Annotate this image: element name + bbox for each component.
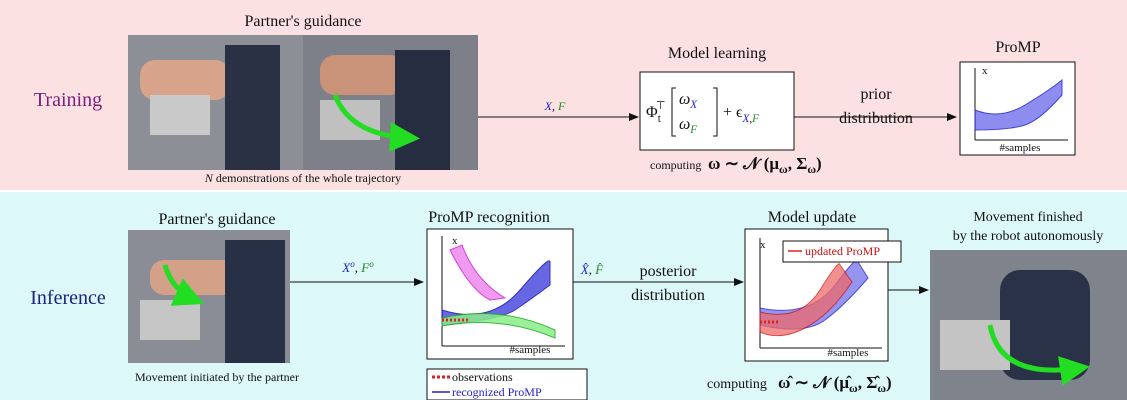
inference-photo: [128, 230, 290, 363]
expr-sub: ω: [877, 381, 886, 395]
hat-sep: ,: [589, 262, 596, 277]
omega-sub: F: [689, 124, 697, 136]
omega-f: ωF: [679, 116, 697, 136]
arrow-label: posterior: [640, 263, 698, 280]
expr-sub: ω: [849, 381, 858, 395]
axis-y: x: [452, 235, 458, 247]
recognition-title: ProMP recognition: [428, 209, 550, 226]
update-title: Model update: [768, 209, 856, 226]
promp-plot: [974, 68, 1068, 141]
omega: ω: [679, 91, 690, 108]
legend-box: [426, 368, 588, 400]
arrow-label: distribution: [631, 287, 705, 304]
photo-title: Partner's guidance: [244, 13, 361, 30]
bracket: [671, 87, 718, 137]
training-photo: [128, 35, 478, 170]
legend-label: updated ProMP: [805, 244, 880, 258]
axis-x: #samples: [828, 347, 869, 359]
edge-sep: ,: [552, 99, 558, 113]
computing-word: computing: [707, 377, 767, 392]
edge-x: X: [341, 260, 351, 275]
formula-phi: Φt⊤: [646, 100, 666, 125]
update-legend-box: [782, 240, 902, 263]
expr-sub: ω: [807, 162, 816, 176]
expr: ω ∼ 𝒩 (μ: [708, 154, 779, 173]
axis-x: #samples: [1000, 142, 1041, 154]
edge-label: X, F: [544, 99, 566, 113]
arrow-label: distribution: [839, 110, 913, 127]
omega-sub: X: [689, 99, 698, 111]
omega: ω: [679, 116, 690, 133]
expr: , Σ̂: [858, 373, 881, 392]
model-title: Model learning: [668, 45, 766, 62]
final-title: by the robot autonomously: [953, 229, 1104, 244]
legend-label: observations: [452, 370, 513, 384]
eps-sub-x: X: [742, 113, 751, 125]
model-formula: Φt⊤ ωX ωF + ϵX,F: [646, 87, 759, 137]
formula-eps: + ϵX,F: [723, 104, 759, 125]
photo-caption: Movement initiated by the partner: [135, 370, 299, 384]
expr: ): [816, 154, 822, 173]
expr-sub: ω: [779, 162, 788, 176]
axis-y: x: [982, 65, 988, 77]
photo-title: Partner's guidance: [158, 211, 275, 228]
eps: + ϵ: [723, 104, 743, 121]
arrow-label: prior: [860, 86, 892, 103]
expr: ω̂ ∼ 𝒩 (μ̂: [778, 373, 852, 392]
final-title: Movement finished: [973, 210, 1082, 225]
training-label: Training: [34, 89, 102, 111]
edge-sep: ,: [355, 260, 362, 275]
recognition-box: [426, 228, 574, 360]
omega-x: ωX: [679, 91, 698, 111]
edge-label: Xo, Fo: [341, 259, 374, 275]
axis-y: x: [760, 239, 766, 251]
caption-text: demonstrations of the whole trajectory: [213, 171, 401, 185]
axis-x: #samples: [510, 344, 551, 356]
computing-expr: ω ∼ 𝒩 (μω, Σω): [708, 154, 822, 176]
edge-f: F: [360, 260, 370, 275]
computing-word: computing: [650, 158, 701, 172]
photo-caption: N demonstrations of the whole trajectory: [204, 171, 401, 185]
expr: , Σ: [788, 154, 808, 173]
promp-title: ProMP: [995, 39, 1040, 56]
phi: Φ: [646, 104, 658, 121]
caption-var: N: [204, 171, 214, 185]
final-photo: [930, 250, 1127, 400]
hat-f: F̂: [594, 262, 604, 277]
computing-expr: ω̂ ∼ 𝒩 (μ̂ω, Σ̂ω): [778, 373, 892, 395]
recognition-plot: [441, 236, 565, 347]
eps-sub-f: F: [751, 113, 759, 125]
eps-comma: ,: [749, 113, 752, 125]
edge-f: F: [557, 99, 566, 113]
phi-sub: t: [658, 113, 662, 125]
hat-x: X̂: [580, 262, 590, 277]
expr: ): [886, 373, 892, 392]
hat-label: X̂, F̂: [580, 262, 604, 277]
phi-sup: ⊤: [656, 100, 666, 112]
update-plot: [759, 238, 882, 349]
edge-sup: o: [369, 259, 374, 269]
inference-label: Inference: [30, 287, 106, 309]
legend-label: recognized ProMP: [452, 385, 542, 399]
edge-x: X: [544, 99, 553, 113]
edge-sup: o: [350, 259, 355, 269]
